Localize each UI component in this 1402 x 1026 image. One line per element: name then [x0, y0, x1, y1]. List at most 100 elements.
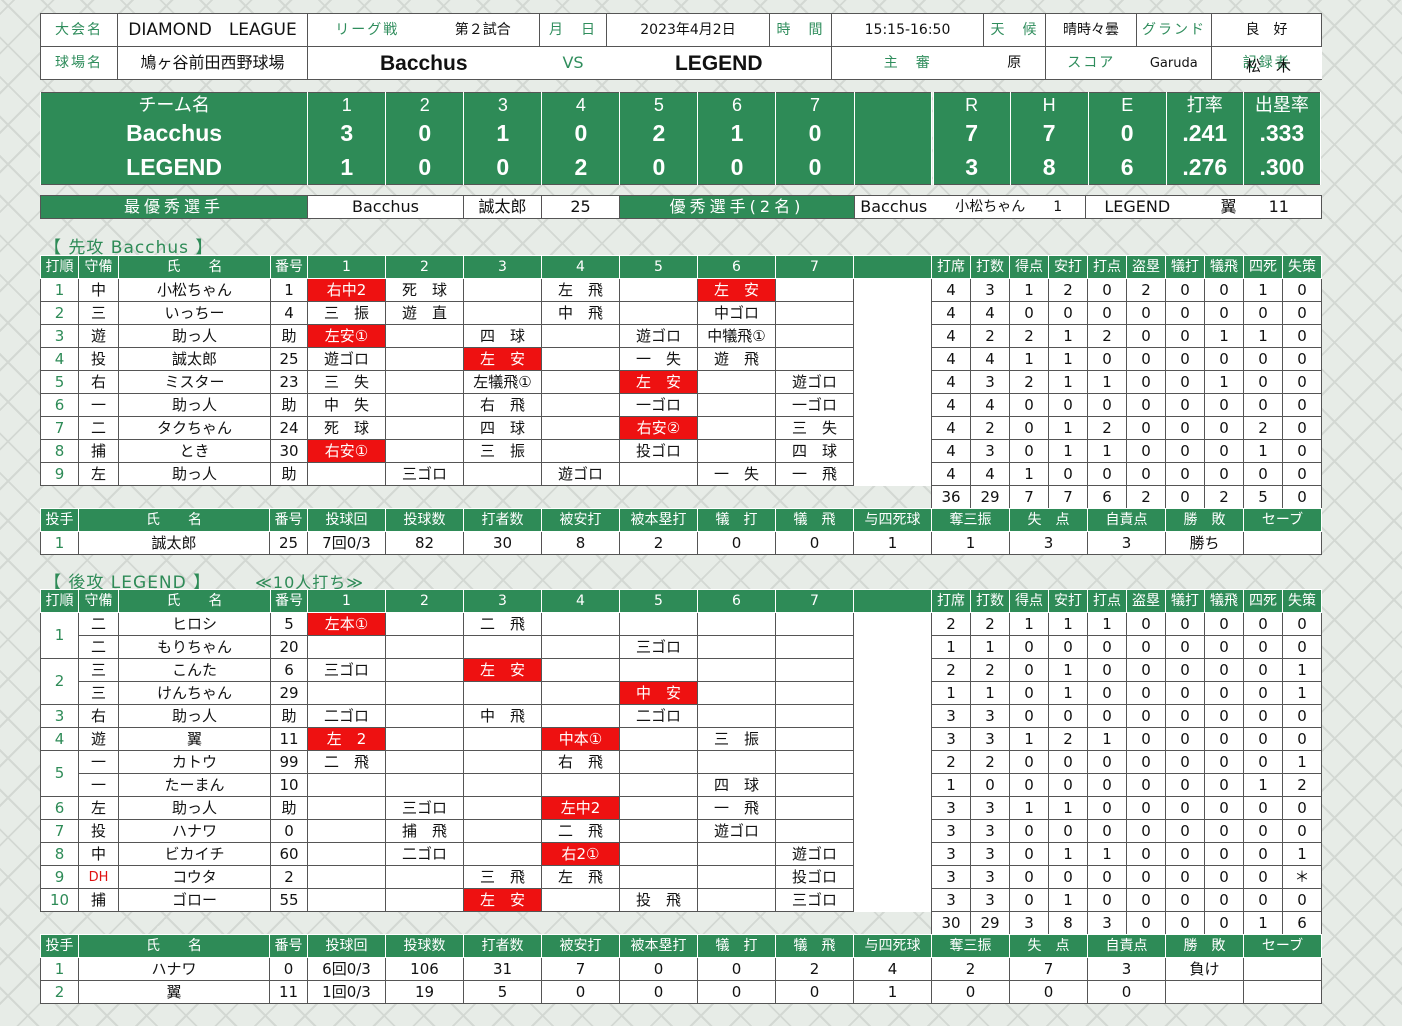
at-bat-result [463, 819, 542, 843]
table-row: 7 投ハナワ 0 捕 飛二 飛遊ゴロ 3 3 0 0 0 0 0 0 0 0 [40, 819, 1322, 843]
at-bat-result [853, 278, 932, 302]
awards-table: 最優秀選手 Bacchus 誠太郎 25 優秀選手(2名) Bacchus 小松… [40, 195, 1322, 219]
game-date: 2023年4月2日 [606, 13, 770, 47]
at-bat-result [853, 416, 932, 440]
stat-cell: 0 [1243, 796, 1283, 820]
batting-header: 番号 [270, 589, 308, 613]
score-header: 1 [307, 92, 387, 117]
stat-cell: 4 [931, 370, 971, 394]
batting-order: 6 [40, 796, 79, 820]
at-bat-result [697, 439, 776, 463]
pitching-header: 被本塁打 [619, 934, 698, 958]
pitching-stat [1243, 957, 1322, 981]
total-cell: 3 [1087, 911, 1127, 935]
at-bat-result: 二ゴロ [619, 704, 698, 728]
stat-cell: 0 [1282, 819, 1322, 843]
stat-cell: 1 [1009, 462, 1049, 486]
at-bat-result: 三 振 [463, 439, 542, 463]
player-name: コウタ [118, 865, 271, 889]
pitcher-name: 翼 [78, 980, 270, 1004]
player-name: たーまん [118, 773, 271, 797]
stat-cell: 4 [970, 393, 1010, 417]
at-bat-result: 遊 飛 [697, 347, 776, 371]
stat-cell: 1 [1087, 727, 1127, 751]
player-name: 助っ人 [118, 462, 271, 486]
score-header: 打率 [1165, 92, 1244, 117]
player-number: 60 [270, 842, 308, 866]
ex1-player: 小松ちゃん 1 [932, 195, 1086, 219]
score-cell: 0 [619, 150, 699, 185]
stat-cell: 1 [1048, 324, 1088, 348]
pitching-header: 失 点 [1009, 934, 1088, 958]
stat-cell: 1 [1282, 658, 1322, 682]
batting-order: 4 [40, 727, 79, 751]
total-cell: 29 [970, 911, 1010, 935]
at-bat-result [619, 842, 698, 866]
stat-cell: 0 [1048, 635, 1088, 659]
stat-cell: 3 [931, 842, 971, 866]
stat-cell: 0 [1243, 370, 1283, 394]
player-name: 助っ人 [118, 796, 271, 820]
stat-cell: 1 [1048, 888, 1088, 912]
stat-cell: 0 [1126, 462, 1166, 486]
position: 捕 [78, 439, 119, 463]
stat-cell: 0 [1126, 635, 1166, 659]
stat-cell: 0 [1243, 681, 1283, 705]
stat-cell: 2 [1087, 324, 1127, 348]
at-bat-result [853, 796, 932, 820]
table-row: 二もりちゃん 20 三ゴロ 1 1 0 0 0 0 0 0 0 0 [41, 635, 1322, 659]
at-bat-result: 三 失 [775, 416, 854, 440]
stat-cell: 0 [1204, 796, 1244, 820]
stat-cell: 4 [931, 324, 971, 348]
stat-cell: 0 [1048, 819, 1088, 843]
player-name: 誠太郎 [118, 347, 271, 371]
score-cell: 3 [307, 116, 387, 151]
stat-cell: 0 [1282, 462, 1322, 486]
at-bat-result [853, 462, 932, 486]
at-bat-result [853, 704, 932, 728]
stat-cell: 0 [1204, 439, 1244, 463]
player-name: 助っ人 [118, 393, 271, 417]
batting-order: 8 [40, 842, 79, 866]
total-cell: 0 [1282, 485, 1322, 509]
pitching-stat: 25 [269, 531, 308, 555]
stat-cell: 0 [1243, 704, 1283, 728]
pitching-header: 勝 敗 [1165, 508, 1244, 532]
score-cell: 0 [385, 116, 465, 151]
total-cell: 0 [1165, 485, 1205, 509]
score-header: 2 [385, 92, 465, 117]
pitching-header: 奪三振 [931, 934, 1010, 958]
at-bat-result [463, 462, 542, 486]
pitching-stat: 2 [775, 957, 854, 981]
pitching-header: セーブ [1243, 934, 1322, 958]
score-cell: 0 [1087, 116, 1167, 151]
scorer: Garuda [1136, 46, 1212, 80]
at-bat-result [775, 796, 854, 820]
at-bat-result [463, 301, 542, 325]
at-bat-result [541, 416, 620, 440]
at-bat-result: 一 飛 [697, 796, 776, 820]
player-name: けんちゃん [118, 681, 271, 705]
stat-cell: 0 [1165, 842, 1205, 866]
at-bat-result [853, 612, 932, 636]
stat-cell: 0 [1087, 347, 1127, 371]
player-number: 助 [270, 704, 308, 728]
stat-cell: 0 [1048, 393, 1088, 417]
position: 遊 [78, 324, 119, 348]
at-bat-result [619, 612, 698, 636]
player-number: 24 [270, 416, 308, 440]
pitching-header: 犠 飛 [775, 508, 854, 532]
pitching-header: 失 点 [1009, 508, 1088, 532]
stat-cell: 0 [1087, 796, 1127, 820]
player-number: 99 [270, 750, 308, 774]
pitching-header: 与四死球 [853, 934, 932, 958]
player-name: ミスター [118, 370, 271, 394]
at-bat-result [385, 773, 464, 797]
pitching-stat: 30 [463, 531, 542, 555]
total-cell: 0 [1126, 911, 1166, 935]
stat-cell: 0 [1243, 727, 1283, 751]
player-number: 助 [270, 796, 308, 820]
batting-header [853, 255, 932, 279]
